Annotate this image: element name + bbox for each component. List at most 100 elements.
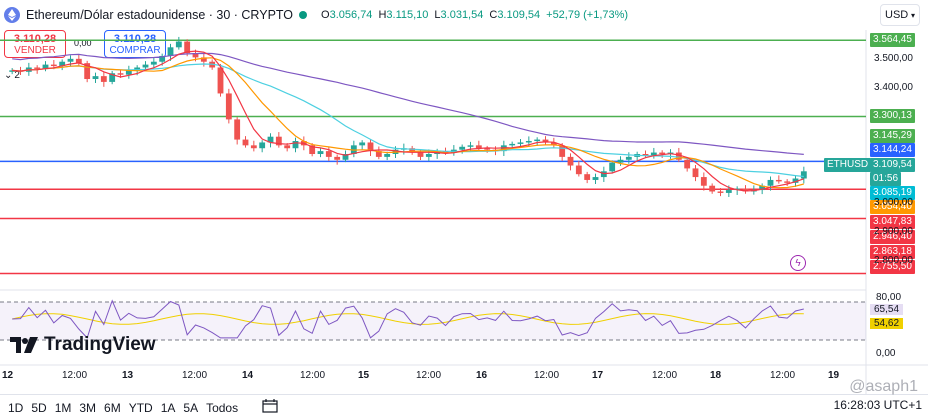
indicator-count: 2 <box>14 70 20 81</box>
candle-body <box>659 152 666 154</box>
moving-average-line <box>12 52 804 155</box>
timeframe-all[interactable]: Todos <box>206 400 239 415</box>
oscillator-signal-line <box>12 313 804 325</box>
tv-logo-icon <box>10 337 38 353</box>
status-dot-icon <box>299 11 308 19</box>
moving-average-line <box>12 63 804 178</box>
price-tag-item: 3.047,83 <box>870 215 915 229</box>
candle-body <box>59 61 66 67</box>
price-tag-item: 2.863,18 <box>870 245 915 259</box>
level-price-tag: 3.564,45 <box>870 33 915 48</box>
watermark: @asaph1 <box>849 378 918 395</box>
candle-body <box>317 151 324 154</box>
candle-body <box>550 142 557 146</box>
clock: 16:28:03 UTC+1 <box>833 398 922 412</box>
candle-body <box>342 154 349 160</box>
candle-body <box>567 156 574 166</box>
price-tag-item: 2.755,50 <box>870 260 915 274</box>
candle-body <box>34 67 41 69</box>
buy-button[interactable]: 3.110,28 COMPRAR <box>104 30 166 58</box>
price-tag-item: 3.109,54 <box>870 158 915 172</box>
indicator-toggle[interactable]: ⌄ 2 <box>4 70 20 81</box>
candle-body <box>184 41 191 54</box>
sell-price: 3.110,28 <box>13 33 57 45</box>
candle-body <box>534 139 541 142</box>
candle-body <box>159 55 166 62</box>
currency-button[interactable]: USD ▾ <box>880 4 920 26</box>
candle-body <box>725 190 732 193</box>
candle-body <box>242 139 249 146</box>
buy-label: COMPRAR <box>109 45 161 56</box>
candle-body <box>234 119 241 140</box>
open-label: O <box>321 9 330 21</box>
candle-body <box>109 73 116 82</box>
close-value: 3.109,54 <box>497 9 541 21</box>
chart-legend: Ethereum/Dólar estadounidense · 30 · CRY… <box>0 0 860 30</box>
candle-body <box>575 165 582 175</box>
chevron-down-icon: ▾ <box>910 10 915 20</box>
timeframe-1m[interactable]: 1M <box>54 400 72 415</box>
candle-body <box>292 141 299 149</box>
candle-body <box>142 64 149 68</box>
candle-body <box>525 141 532 143</box>
candle-body <box>542 139 549 143</box>
timeframe-5a[interactable]: 5A <box>183 400 199 415</box>
price-tag-item: 3.145,29 <box>870 129 915 143</box>
price-tag-item: 3.085,19 <box>870 186 915 200</box>
candle-body <box>759 185 766 191</box>
brand-name: TradingView <box>44 334 156 355</box>
candle-body <box>50 64 57 67</box>
timeframe-6m[interactable]: 6M <box>104 400 121 415</box>
candle-body <box>250 145 257 149</box>
close-label: C <box>489 9 498 21</box>
timeframe-ytd[interactable]: YTD <box>128 400 153 415</box>
candle-body <box>125 70 132 75</box>
timeframe-3m[interactable]: 3M <box>79 400 97 415</box>
candle-body <box>117 73 124 75</box>
candle-body <box>325 151 332 157</box>
candle-body <box>417 152 424 157</box>
symbol-title[interactable]: Ethereum/Dólar estadounidense · 30 · CRY… <box>26 8 294 22</box>
price-chart[interactable] <box>0 0 928 394</box>
price-tag-item: 2.946,40 <box>870 230 915 244</box>
candle-body <box>800 171 807 179</box>
candle-body <box>67 58 74 62</box>
candle-body <box>175 41 182 48</box>
candle-body <box>134 67 141 71</box>
level-price-tag: 3.300,13 <box>870 109 915 124</box>
candle-body <box>384 154 391 157</box>
timeframe-1d[interactable]: 1D <box>8 400 24 415</box>
candle-body <box>625 156 632 160</box>
candle-body <box>709 185 716 192</box>
timeframe-1a[interactable]: 1A <box>160 400 176 415</box>
candle-body <box>217 67 224 94</box>
candle-body <box>267 136 274 143</box>
candle-body <box>475 145 482 149</box>
high-value: 3.115,10 <box>386 9 429 21</box>
candle-body <box>792 178 799 183</box>
candle-body <box>309 145 316 154</box>
sell-button[interactable]: 3.110,28 VENDER <box>4 30 66 58</box>
change-value: +52,79 (+1,73%) <box>546 9 629 21</box>
price-tag-item: ETHUSD <box>824 158 872 172</box>
price-tags: 3.564,45 3.300,13 3.145,29 3.144,24 ETHUSD 3.… <box>824 0 928 394</box>
candle-body <box>367 142 374 152</box>
candle-body <box>675 152 682 160</box>
timeframe-5d[interactable]: 5D <box>31 400 47 415</box>
candle-body <box>459 146 466 150</box>
candle-body <box>617 159 624 163</box>
candle-body <box>92 76 99 80</box>
candle-body <box>650 152 657 156</box>
candle-body <box>717 191 724 193</box>
buy-price: 3.110,28 <box>113 33 157 45</box>
ohlc-values: O3.056,74 H3.115,10 L3.031,54 C3.109,54 … <box>321 9 628 21</box>
price-tag-item: 3.144,24 <box>870 143 915 157</box>
candle-body <box>692 168 699 178</box>
candle-body <box>84 63 91 80</box>
lightning-icon[interactable]: ϟ <box>790 255 806 271</box>
candle-body <box>684 159 691 169</box>
date-range-icon[interactable] <box>262 399 278 416</box>
candle-body <box>425 154 432 157</box>
candle-body <box>100 76 107 82</box>
oscillator-main-line <box>12 299 804 339</box>
